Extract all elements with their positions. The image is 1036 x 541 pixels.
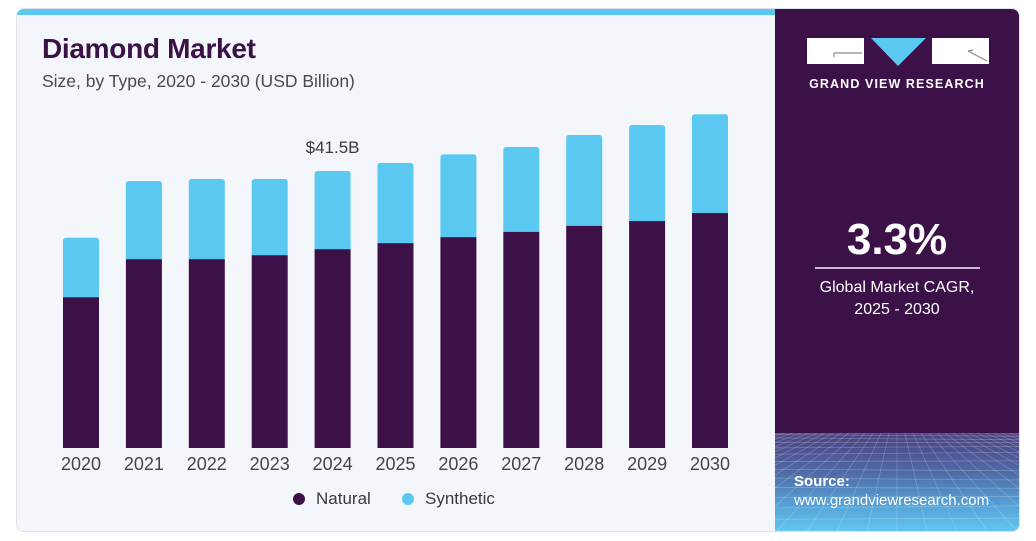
legend-dot-natural-icon <box>293 493 305 505</box>
cagr-description: Global Market CAGR, 2025 - 2030 <box>775 277 1019 321</box>
x-tick-label-2027: 2027 <box>501 454 541 474</box>
grid-line <box>776 433 866 531</box>
grid-line <box>984 433 1019 448</box>
x-tick-label-2021: 2021 <box>124 454 164 474</box>
cagr-divider <box>815 267 980 269</box>
grid-line <box>775 433 818 453</box>
bar-synthetic-2021 <box>125 181 162 260</box>
bar-synthetic-2020 <box>63 237 99 298</box>
grid-line <box>775 487 1019 489</box>
legend-label-synthetic: Synthetic <box>425 489 495 508</box>
x-tick-label-2022: 2022 <box>187 454 227 474</box>
grid-line <box>912 433 958 531</box>
bar-natural-2028 <box>566 225 603 448</box>
grid-line <box>1016 433 1019 435</box>
x-tick-label-2020: 2020 <box>61 454 101 474</box>
bar-synthetic-2024 <box>314 171 351 250</box>
grid-line <box>775 517 1019 520</box>
bar-natural-2021 <box>125 259 162 448</box>
grid-line <box>775 433 850 489</box>
cagr-desc-line1: Global Market CAGR, <box>819 279 975 296</box>
source-label: Source: <box>794 473 850 490</box>
bar-natural-2022 <box>188 259 225 448</box>
bar-synthetic-2022 <box>188 179 225 260</box>
grid-line <box>936 433 1019 507</box>
gvr-logo-icon <box>807 38 989 66</box>
grid-line <box>944 433 1019 489</box>
grid-line <box>775 433 842 476</box>
legend-item-synthetic: Synthetic <box>402 489 495 509</box>
bar-synthetic-2030 <box>692 114 728 214</box>
grid-line <box>968 433 1019 459</box>
legend-label-natural: Natural <box>316 489 371 508</box>
grid-line <box>775 460 1019 462</box>
grid-line <box>836 433 882 531</box>
brand-name: GRAND VIEW RESEARCH <box>809 77 985 91</box>
bar-synthetic-2027 <box>503 146 540 232</box>
x-tick-label-2024: 2024 <box>313 454 353 474</box>
bar-natural-2023 <box>251 255 288 448</box>
x-tick-label-2026: 2026 <box>438 454 478 474</box>
chart-title: Diamond Market <box>42 33 256 64</box>
grid-pattern-icon <box>775 433 1019 531</box>
bar-natural-2025 <box>377 243 414 448</box>
bar-synthetic-2023 <box>251 179 288 256</box>
grid-line <box>775 477 1019 481</box>
grid-line <box>775 433 826 459</box>
bar-chart: 2020 2021 2022 2023 2024 2025 2026 2027 2028 2029… <box>61 114 730 474</box>
legend-item-natural: Natural <box>293 489 371 509</box>
grid-line <box>775 433 834 466</box>
bar-synthetic-2025 <box>377 162 414 244</box>
grid-line <box>775 445 1019 449</box>
bar-natural-2020 <box>63 297 99 448</box>
legend-dot-synthetic-icon <box>402 493 414 505</box>
x-tick-label-2028: 2028 <box>564 454 604 474</box>
decorative-grid-background <box>775 433 1019 531</box>
x-tick-label-2023: 2023 <box>250 454 290 474</box>
grid-line <box>920 433 988 531</box>
bar-natural-2030 <box>692 213 728 448</box>
data-label-2024: $41.5B <box>306 138 360 157</box>
bar-synthetic-2026 <box>440 154 477 238</box>
grid-line <box>775 451 1019 455</box>
accent-strip <box>17 9 777 15</box>
bar-synthetic-2029 <box>629 124 666 222</box>
cagr-desc-line2: 2025 - 2030 <box>854 301 940 318</box>
x-tick-label-2025: 2025 <box>375 454 415 474</box>
cagr-value: 3.3% <box>846 215 948 264</box>
side-panel: GRAND VIEW RESEARCH 3.3% Global Market C… <box>775 9 1019 531</box>
grid-line <box>952 433 1019 476</box>
bar-synthetic-2028 <box>566 134 603 226</box>
bar-natural-2024 <box>314 249 351 448</box>
grid-line <box>904 433 928 531</box>
x-tick-label-2030: 2030 <box>690 454 730 474</box>
grid-line <box>775 468 1019 472</box>
grid-line <box>976 433 1019 453</box>
chart-card: Diamond Market Size, by Type, 2020 - 203… <box>17 9 1019 531</box>
grid-line <box>992 433 1019 444</box>
source-link[interactable]: www.grandviewresearch.com <box>794 492 990 509</box>
grid-line <box>960 433 1019 466</box>
grid-line <box>775 505 1019 509</box>
grid-line <box>775 433 858 507</box>
bar-natural-2026 <box>440 237 477 448</box>
bar-natural-2029 <box>629 221 666 448</box>
chart-subtitle: Size, by Type, 2020 - 2030 (USD Billion) <box>42 71 355 91</box>
grid-line <box>775 434 1019 437</box>
grid-line <box>866 433 890 531</box>
grid-line <box>775 437 1019 441</box>
x-tick-label-2029: 2029 <box>627 454 667 474</box>
grid-line <box>806 433 874 531</box>
grid-line <box>928 433 1018 531</box>
bar-natural-2027 <box>503 231 540 448</box>
grid-line <box>775 495 1019 498</box>
